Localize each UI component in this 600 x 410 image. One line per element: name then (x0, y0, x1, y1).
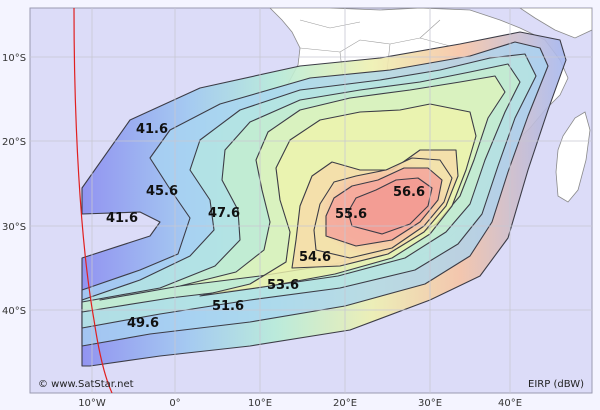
contour-label-c5: 55.6 (335, 207, 367, 222)
contour-label-c6: 56.6 (393, 185, 425, 200)
contour-label-c4: 47.6 (208, 206, 240, 221)
lon-label: 10°W (78, 398, 106, 409)
contour-label-c1: 41.6 (136, 122, 168, 137)
visibility-horizon-line (73, 8, 113, 393)
lon-label: 40°E (498, 398, 522, 409)
latitude-labels: 10°S 20°S 30°S 40°S (2, 53, 26, 317)
longitude-labels: 10°W 0° 10°E 20°E 30°E 40°E (78, 398, 522, 409)
beam-contours (81, 31, 567, 367)
lon-label: 30°E (418, 398, 442, 409)
lat-label: 10°S (2, 53, 26, 64)
contour-label-c7: 54.6 (299, 250, 331, 265)
lon-label: 20°E (333, 398, 357, 409)
copyright-text: © www.SatStar.net (38, 379, 134, 390)
lat-label: 30°S (2, 222, 26, 233)
lon-label: 10°E (248, 398, 272, 409)
contour-label-c9: 51.6 (212, 299, 244, 314)
madagascar-landmass (555, 111, 591, 203)
graticule (30, 8, 592, 393)
contour-label-c2: 45.6 (146, 184, 178, 199)
lat-label: 40°S (2, 306, 26, 317)
contour-value-labels: 41.6 45.6 41.6 47.6 55.6 56.6 54.6 53.6 … (106, 122, 425, 331)
unit-label: EIRP (dBW) (528, 379, 584, 390)
horn-landmass (519, 8, 592, 39)
contour-label-c8: 53.6 (267, 278, 299, 293)
lon-label: 0° (169, 398, 180, 409)
contour-label-c10: 49.6 (127, 316, 159, 331)
contour-ring-10 (347, 177, 433, 235)
lat-label: 20°S (2, 137, 26, 148)
contour-label-c3: 41.6 (106, 211, 138, 226)
